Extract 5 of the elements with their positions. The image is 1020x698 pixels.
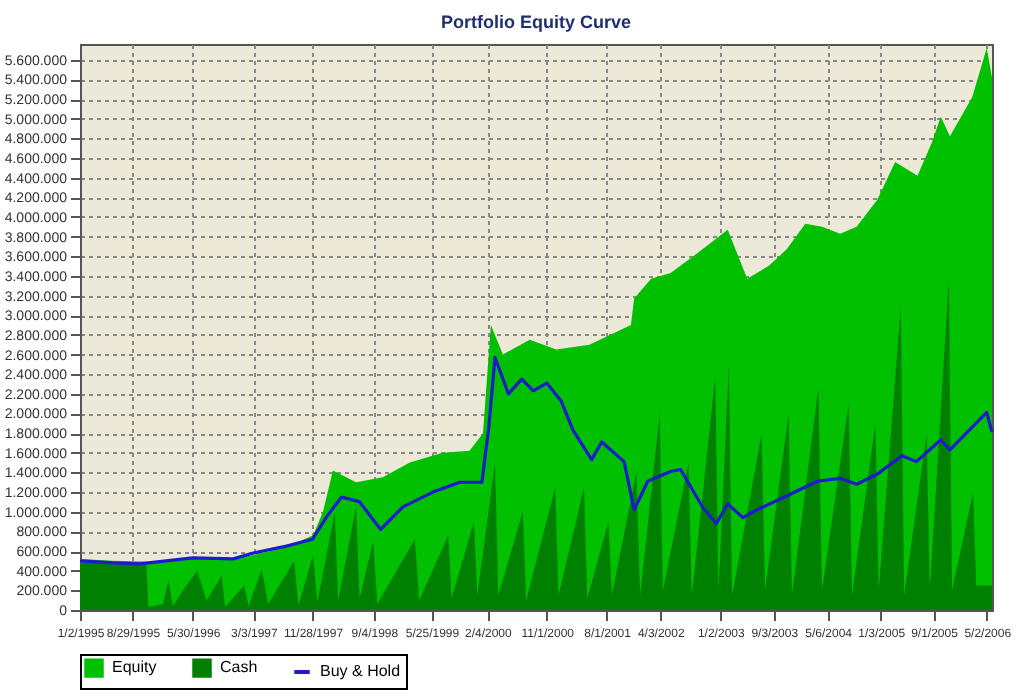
line-series [78, 355, 994, 566]
legend-label: Cash [220, 658, 258, 677]
legend-label: Equity [112, 658, 157, 677]
legend-label: Buy & Hold [320, 662, 401, 680]
chart-title: Portfolio Equity Curve [440, 12, 632, 32]
